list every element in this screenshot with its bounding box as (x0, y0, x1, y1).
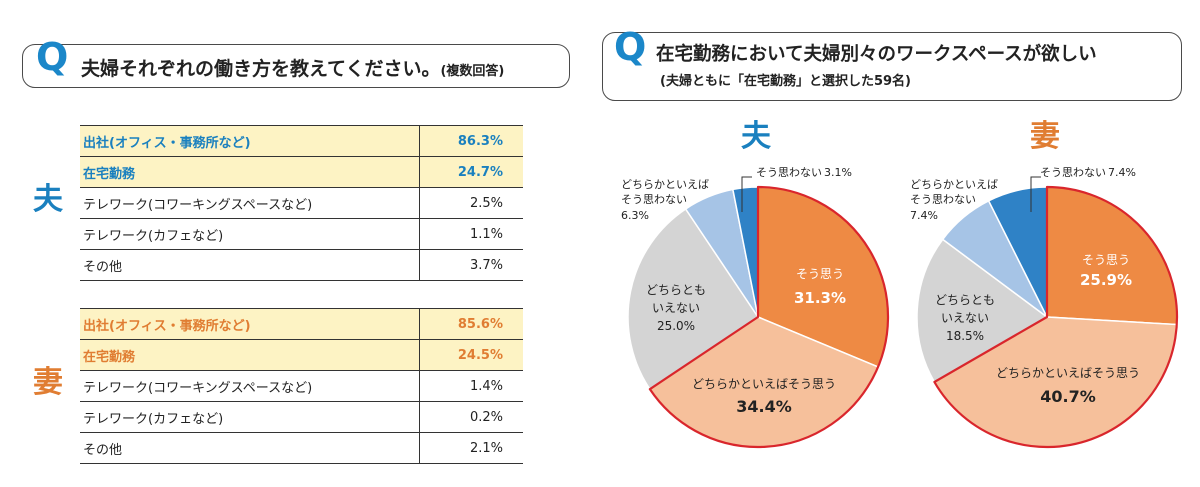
slice-value: 25.0% (657, 319, 695, 333)
row-label: その他 (80, 432, 420, 464)
q2-q-icon: Q (614, 25, 647, 69)
row-label: テレワーク(コワーキングスペースなど) (80, 187, 420, 219)
q1-note: (複数回答) (440, 64, 505, 79)
row-label: その他 (80, 249, 420, 281)
slice-value: 18.5% (946, 329, 984, 343)
slice-label: そう思わない (756, 166, 822, 179)
row-value: 24.5% (419, 339, 523, 371)
slice-somewhat-disagree (684, 188, 759, 318)
slice-value: 34.4% (736, 397, 792, 416)
slice-value: 3.1% (824, 166, 852, 179)
table-row: テレワーク(カフェなど) 0.2% (80, 401, 523, 433)
slice-value: 7.4% (910, 209, 938, 222)
table-row: 出社(オフィス・事務所など) 86.3% (80, 125, 523, 157)
row-label: 在宅勤務 (80, 339, 420, 371)
row-value: 0.2% (419, 401, 523, 433)
husband-pie-title: 夫 (741, 119, 771, 154)
row-label: テレワーク(カフェなど) (80, 218, 420, 250)
agree-outline (648, 185, 890, 449)
table-row: 在宅勤務 24.5% (80, 339, 523, 371)
row-label: テレワーク(カフェなど) (80, 401, 420, 433)
slice-label: そう思わない (910, 193, 976, 206)
slice-agree (757, 186, 889, 368)
wife-work-table: 出社(オフィス・事務所など) 85.6% 在宅勤務 24.5% テレワーク(コワーキ… (80, 308, 523, 464)
wife-pie-title: 妻 (1030, 119, 1060, 154)
q1-q-icon: Q (36, 35, 69, 79)
q1-title-text: 夫婦それぞれの働き方を教えてください。 (81, 58, 441, 80)
leader-line (741, 176, 752, 212)
slice-somewhat-agree (648, 316, 880, 448)
slice-agree (1046, 186, 1178, 326)
q2-subtitle: (夫婦ともに「在宅勤務」と選択した59名) (660, 74, 911, 89)
leader-line (1030, 176, 1041, 212)
agree-outline (933, 185, 1179, 449)
slice-label: そう思わない (621, 193, 687, 206)
slice-label: どちらかといえばそう思う (692, 377, 836, 391)
wife-side-label: 妻 (33, 365, 63, 400)
slice-neutral (627, 207, 760, 391)
row-label: 出社(オフィス・事務所など) (80, 125, 420, 157)
slice-value: 40.7% (1040, 387, 1096, 406)
q2-title: 在宅勤務において夫婦別々のワークスペースが欲しい (656, 44, 1097, 65)
wife-pie-chart (916, 176, 1179, 449)
slice-label: どちらかといえばそう思う (996, 366, 1140, 380)
husband-pie-labels: そう思う 31.3% どちらかといえばそう思う 34.4% どちらとも いえない… (621, 166, 852, 416)
q2-box (602, 32, 1182, 101)
slice-label: どちらかといえば (621, 178, 709, 191)
slice-value: 31.3% (794, 289, 846, 307)
table-row: 出社(オフィス・事務所など) 85.6% (80, 308, 523, 340)
table-row: テレワーク(カフェなど) 1.1% (80, 218, 523, 250)
wife-pie-labels: そう思う 25.9% どちらかといえばそう思う 40.7% どちらとも いえない… (910, 166, 1140, 406)
row-value: 85.6% (419, 308, 523, 340)
husband-work-table: 出社(オフィス・事務所など) 86.3% 在宅勤務 24.7% テレワーク(コワーキ… (80, 125, 523, 281)
row-label: 在宅勤務 (80, 156, 420, 188)
slice-label: どちらとも (935, 293, 995, 307)
slice-label: そう思う (1082, 253, 1130, 267)
slice-value: 25.9% (1080, 271, 1132, 289)
slice-label: いえない (941, 311, 989, 325)
row-value: 2.1% (419, 432, 523, 464)
slice-value: 7.4% (1108, 166, 1136, 179)
row-value: 24.7% (419, 156, 523, 188)
slice-somewhat-agree (933, 316, 1178, 448)
table-row: その他 2.1% (80, 432, 523, 464)
row-value: 2.5% (419, 187, 523, 219)
q1-title: 夫婦それぞれの働き方を教えてください。(複数回答) (81, 54, 504, 81)
row-value: 3.7% (419, 249, 523, 281)
slice-neutral (916, 238, 1049, 384)
slice-disagree (731, 186, 759, 318)
slice-label: いえない (652, 301, 700, 315)
slice-somewhat-disagree (941, 199, 1048, 318)
row-value: 1.1% (419, 218, 523, 250)
slice-disagree (987, 186, 1048, 318)
table-row: テレワーク(コワーキングスペースなど) 2.5% (80, 187, 523, 219)
table-row: テレワーク(コワーキングスペースなど) 1.4% (80, 370, 523, 402)
row-value: 86.3% (419, 125, 523, 157)
slice-label: そう思う (796, 267, 844, 281)
slice-label: どちらとも (646, 283, 706, 297)
husband-side-label: 夫 (33, 182, 63, 217)
table-row: 在宅勤務 24.7% (80, 156, 523, 188)
slice-value: 6.3% (621, 209, 649, 222)
husband-pie-chart (627, 176, 890, 449)
row-label: テレワーク(コワーキングスペースなど) (80, 370, 420, 402)
row-label: 出社(オフィス・事務所など) (80, 308, 420, 340)
table-row: その他 3.7% (80, 249, 523, 281)
row-value: 1.4% (419, 370, 523, 402)
q1-box (22, 44, 570, 88)
slice-label: そう思わない (1040, 166, 1106, 179)
slice-label: どちらかといえば (910, 178, 998, 191)
